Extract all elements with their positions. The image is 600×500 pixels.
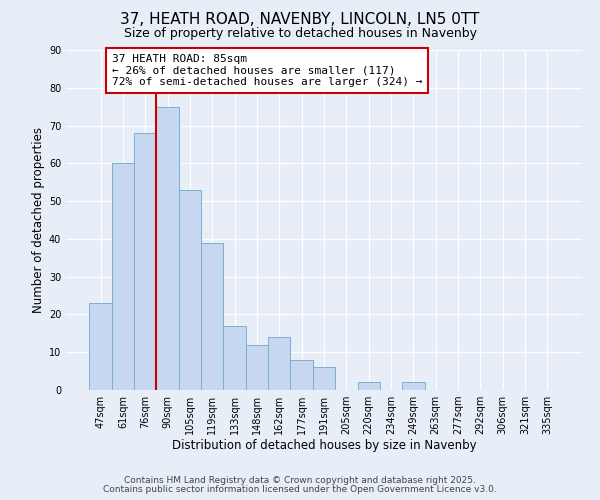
Bar (223, 326, 246, 390)
Y-axis label: Number of detached properties: Number of detached properties (32, 127, 44, 313)
Text: 37 HEATH ROAD: 85sqm
← 26% of detached houses are smaller (117)
72% of semi-deta: 37 HEATH ROAD: 85sqm ← 26% of detached h… (112, 54, 422, 87)
Bar (201, 242, 223, 390)
Bar (179, 190, 201, 390)
Bar (134, 133, 157, 390)
Bar (290, 360, 313, 390)
Text: Size of property relative to detached houses in Navenby: Size of property relative to detached ho… (124, 26, 476, 40)
Text: Contains HM Land Registry data © Crown copyright and database right 2025.: Contains HM Land Registry data © Crown c… (124, 476, 476, 485)
Bar (402, 382, 425, 390)
X-axis label: Distribution of detached houses by size in Navenby: Distribution of detached houses by size … (172, 438, 476, 452)
Bar (246, 344, 268, 390)
Text: Contains public sector information licensed under the Open Government Licence v3: Contains public sector information licen… (103, 484, 497, 494)
Bar (313, 368, 335, 390)
Bar (89, 303, 112, 390)
Bar (112, 164, 134, 390)
Bar (157, 106, 179, 390)
Bar (358, 382, 380, 390)
Text: 37, HEATH ROAD, NAVENBY, LINCOLN, LN5 0TT: 37, HEATH ROAD, NAVENBY, LINCOLN, LN5 0T… (121, 12, 479, 28)
Bar (268, 337, 290, 390)
